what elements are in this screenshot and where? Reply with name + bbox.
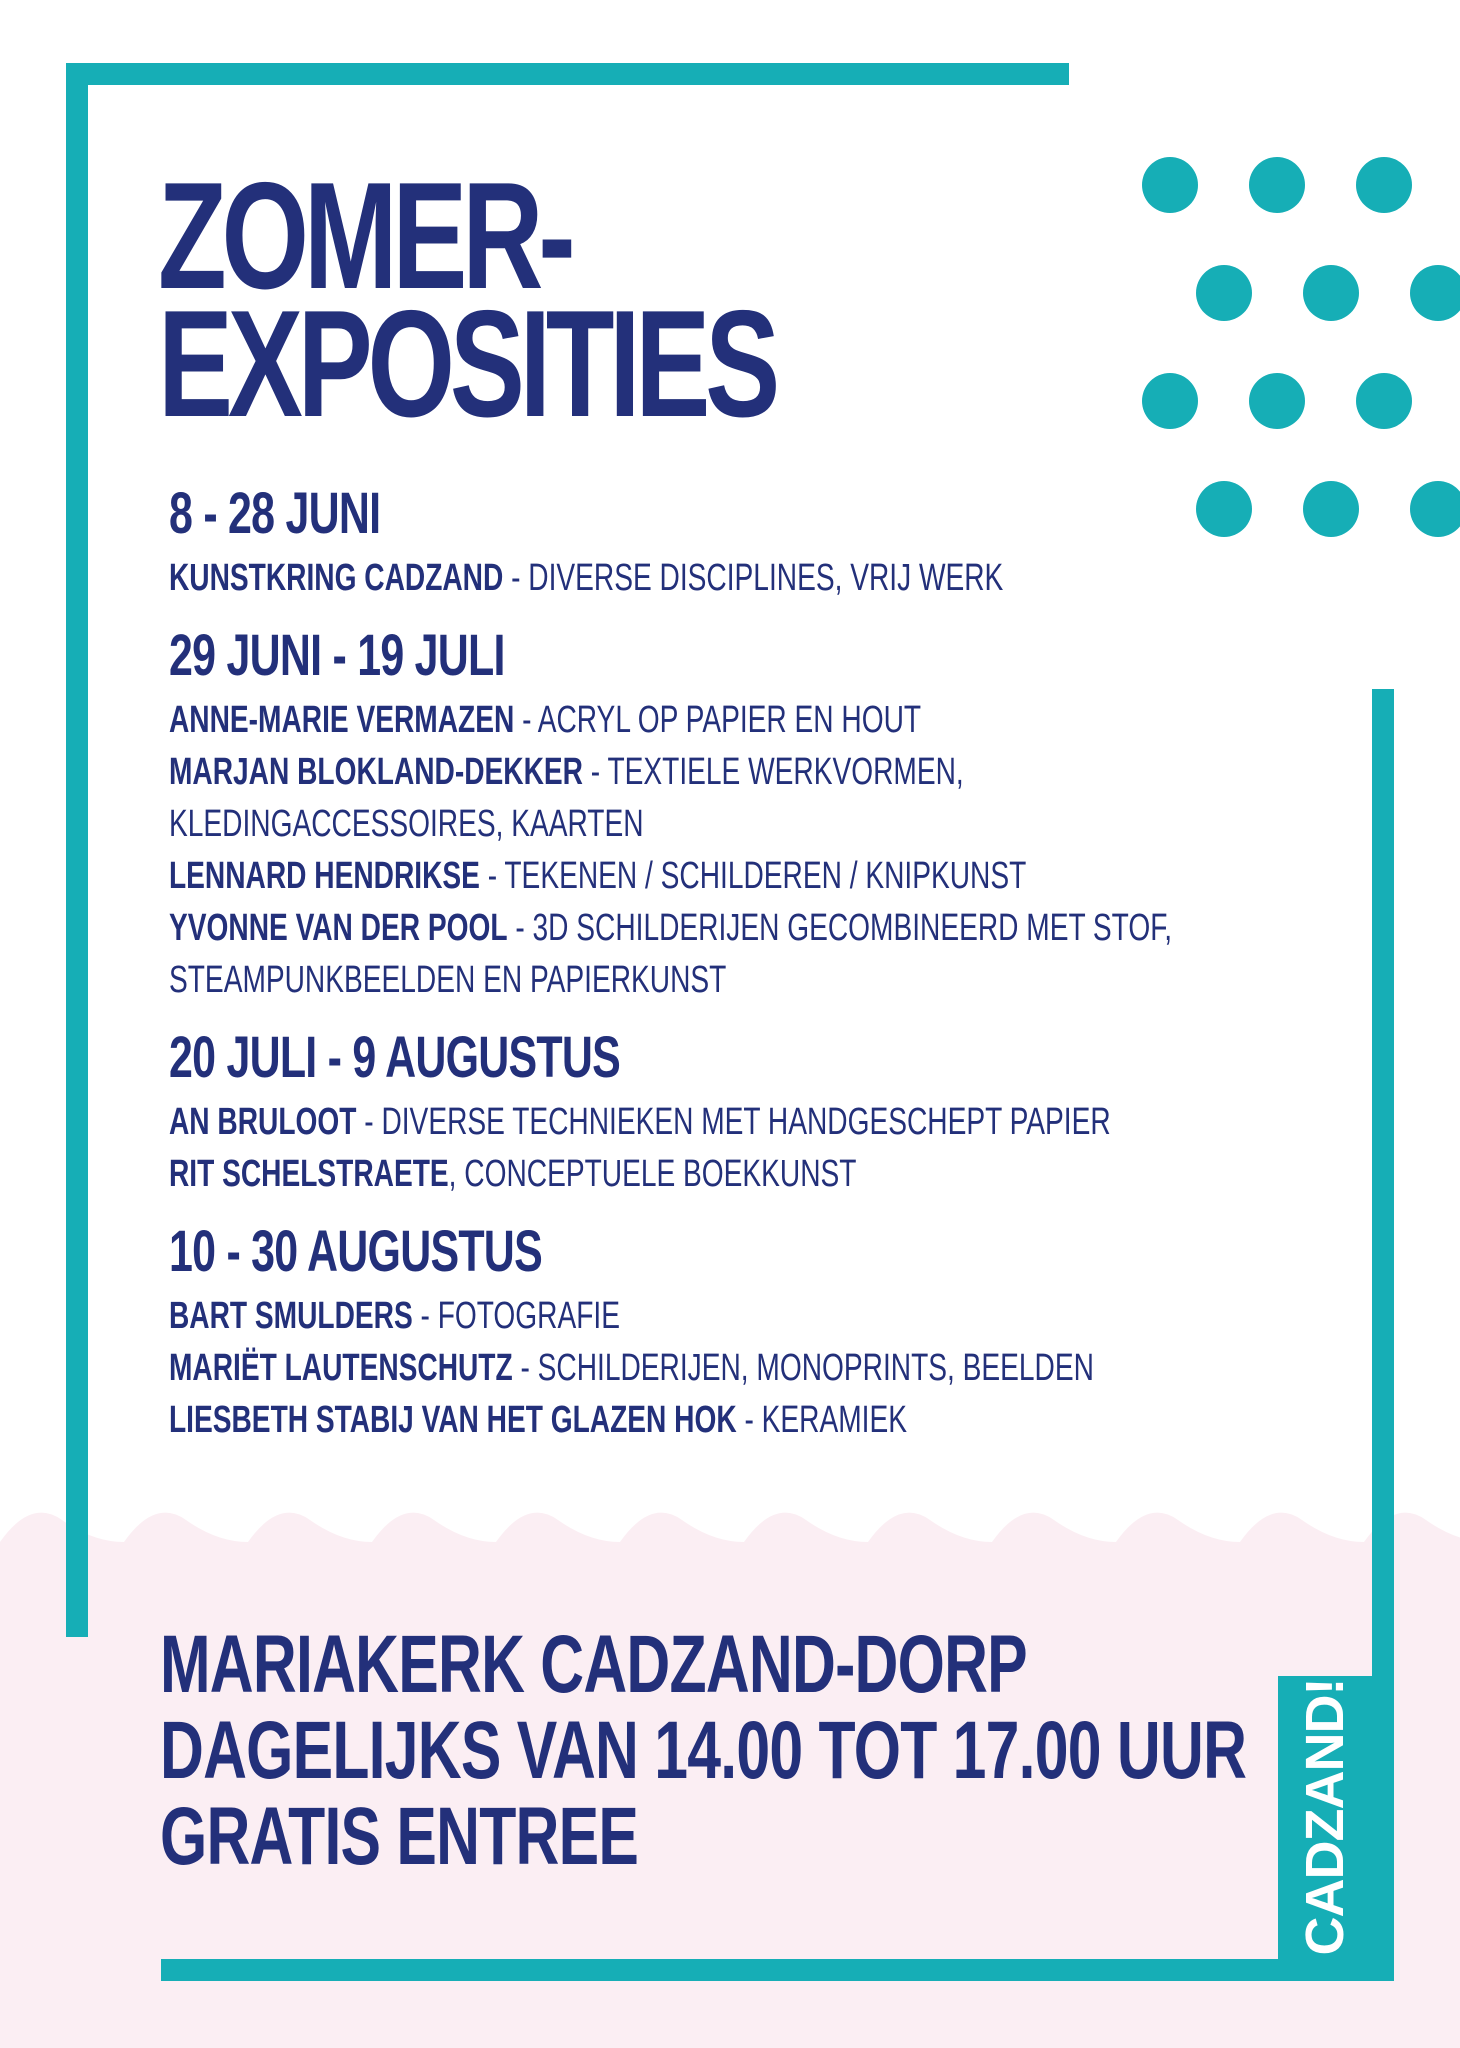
artist-name: AN BRULOOT bbox=[169, 1101, 357, 1143]
title-line-1: ZOMER- bbox=[158, 151, 576, 321]
entry: AN BRULOOT - DIVERSE TECHNIEKEN MET HAND… bbox=[169, 1096, 1111, 1148]
artist-description: - KERAMIEK bbox=[736, 1399, 907, 1441]
venue-name: MARIAKERK CADZAND-DORP bbox=[160, 1619, 1028, 1710]
opening-hours: DAGELIJKS VAN 14.00 TOT 17.00 UUR bbox=[160, 1705, 1247, 1796]
entry: LENNARD HENDRIKSE - TEKENEN / SCHILDEREN… bbox=[169, 850, 1026, 902]
dot bbox=[1410, 481, 1460, 537]
entry: RIT SCHELSTRAETE, CONCEPTUELE BOEKKUNST bbox=[169, 1148, 998, 1200]
artist-name: MARJAN BLOKLAND-DEKKER bbox=[169, 751, 583, 793]
artist-name: LENNARD HENDRIKSE bbox=[169, 855, 480, 897]
frame-left-line bbox=[66, 63, 88, 1637]
period-date: 20 JULI - 9 AUGUSTUS bbox=[169, 1025, 621, 1090]
period-4: 10 - 30 AUGUSTUS BART SMULDERS - FOTOGRA… bbox=[169, 1218, 1289, 1446]
exhibition-schedule: 8 - 28 JUNI KUNSTKRING CADZAND - DIVERSE… bbox=[169, 480, 1289, 1464]
dot bbox=[1142, 373, 1198, 429]
dot bbox=[1142, 157, 1198, 213]
period-date: 10 - 30 AUGUSTUS bbox=[169, 1219, 543, 1284]
period-2: 29 JUNI - 19 JULI ANNE-MARIE VERMAZEN - … bbox=[169, 622, 1289, 1006]
venue-info: MARIAKERK CADZAND-DORP DAGELIJKS VAN 14.… bbox=[160, 1622, 1460, 1880]
dot bbox=[1249, 157, 1305, 213]
artist-name: BART SMULDERS bbox=[169, 1295, 413, 1337]
artist-name: LIESBETH STABIJ VAN HET GLAZEN HOK bbox=[169, 1399, 737, 1441]
dot bbox=[1356, 373, 1412, 429]
artist-description: - SCHILDERIJEN, MONOPRINTS, BEELDEN bbox=[512, 1347, 1094, 1389]
title-line-2: EXPOSITIES bbox=[158, 279, 780, 449]
artist-description: - DIVERSE TECHNIEKEN MET HANDGESCHEPT PA… bbox=[356, 1101, 1111, 1143]
dot bbox=[1196, 265, 1252, 321]
badge-text: CADZAND! bbox=[1295, 1678, 1355, 1956]
wave-band bbox=[0, 1512, 1460, 2048]
entry: BART SMULDERS - FOTOGRAFIE bbox=[169, 1290, 998, 1342]
dot bbox=[1303, 481, 1359, 537]
artist-description: - TEXTIELE WERKVORMEN, bbox=[582, 751, 964, 793]
artist-description: - DIVERSE DISCIPLINES, VRIJ WERK bbox=[503, 557, 1004, 599]
entry-continuation: STEAMPUNKBEELDEN EN PAPIERKUNST bbox=[169, 959, 727, 1001]
entry: LIESBETH STABIJ VAN HET GLAZEN HOK - KER… bbox=[169, 1394, 998, 1446]
dot bbox=[1410, 265, 1460, 321]
artist-description: - TEKENEN / SCHILDEREN / KNIPKUNST bbox=[479, 855, 1027, 897]
artist-name: KUNSTKRING CADZAND bbox=[169, 557, 504, 599]
artist-description: - FOTOGRAFIE bbox=[412, 1295, 620, 1337]
dot-pattern bbox=[1120, 145, 1460, 555]
period-1: 8 - 28 JUNI KUNSTKRING CADZAND - DIVERSE… bbox=[169, 480, 1289, 604]
cadzand-badge: CADZAND! bbox=[1278, 1676, 1372, 1959]
artist-description: - ACRYL OP PAPIER EN HOUT bbox=[514, 699, 922, 741]
entry-continuation: KLEDINGACCESSOIRES, KAARTEN bbox=[169, 803, 644, 845]
dot bbox=[1356, 157, 1412, 213]
admission-note: GRATIS ENTREE bbox=[160, 1791, 639, 1882]
entry: MARJAN BLOKLAND-DEKKER - TEXTIELE WERKVO… bbox=[169, 746, 998, 798]
artist-name: MARIËT LAUTENSCHUTZ bbox=[169, 1347, 513, 1389]
period-date: 8 - 28 JUNI bbox=[169, 481, 381, 546]
dot bbox=[1196, 481, 1252, 537]
artist-name: ANNE-MARIE VERMAZEN bbox=[169, 699, 515, 741]
entry: MARIËT LAUTENSCHUTZ - SCHILDERIJEN, MONO… bbox=[169, 1342, 1094, 1394]
entry: YVONNE VAN DER POOL - 3D SCHILDERIJEN GE… bbox=[169, 902, 1172, 954]
artist-name: RIT SCHELSTRAETE bbox=[169, 1153, 449, 1195]
entry: KUNSTKRING CADZAND - DIVERSE DISCIPLINES… bbox=[169, 552, 1003, 604]
dot bbox=[1249, 373, 1305, 429]
artist-description: - 3D SCHILDERIJEN GECOMBINEERD MET STOF, bbox=[507, 907, 1173, 949]
period-3: 20 JULI - 9 AUGUSTUS AN BRULOOT - DIVERS… bbox=[169, 1024, 1289, 1200]
frame-right-line bbox=[1372, 689, 1394, 1979]
period-date: 29 JUNI - 19 JULI bbox=[169, 623, 505, 688]
artist-description: , CONCEPTUELE BOEKKUNST bbox=[448, 1153, 857, 1195]
dot bbox=[1303, 265, 1359, 321]
poster-title: ZOMER- EXPOSITIES bbox=[158, 151, 780, 449]
artist-name: YVONNE VAN DER POOL bbox=[169, 907, 508, 949]
frame-bottom-line bbox=[161, 1959, 1394, 1981]
frame-top-line bbox=[66, 63, 1069, 85]
entry: ANNE-MARIE VERMAZEN - ACRYL OP PAPIER EN… bbox=[169, 694, 998, 746]
